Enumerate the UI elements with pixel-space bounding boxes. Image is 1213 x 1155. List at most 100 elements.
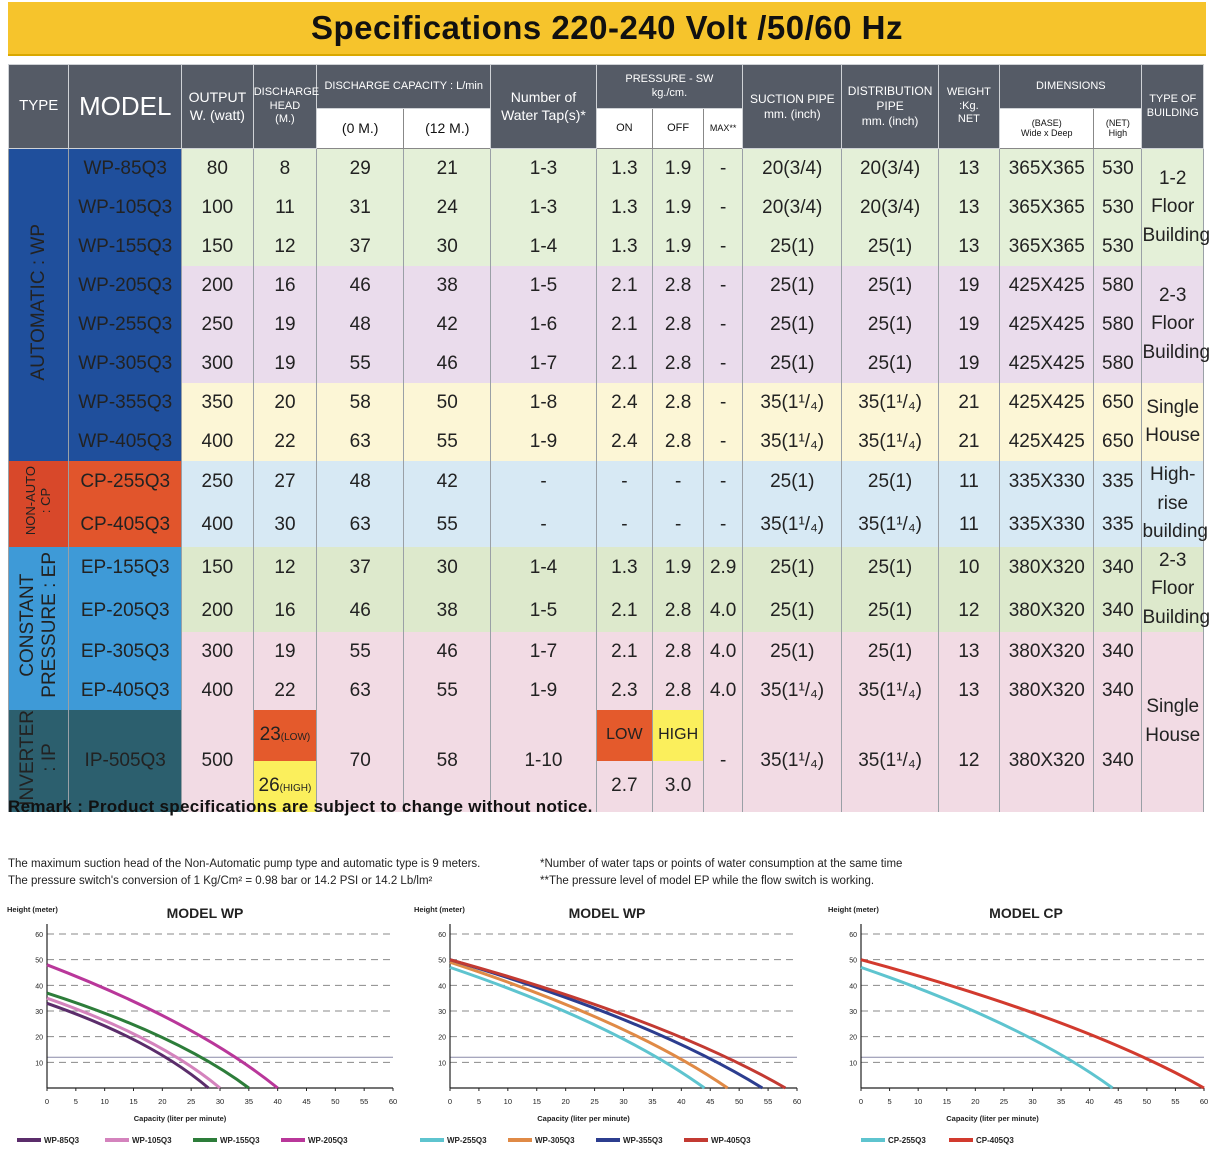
on-cell: 2.1 — [595, 632, 654, 671]
header-type: TYPE — [7, 64, 70, 149]
cap0-cell: 48 — [316, 461, 405, 504]
pump-curve-chart: Height (meter) MODEL WP 10 20 30 40 50 60 0 5 10 15… — [414, 905, 801, 1145]
base-cell: 425X425 — [999, 383, 1095, 422]
cap12-cell: 50 — [403, 383, 492, 422]
suction-cell: 25(1) — [742, 344, 843, 383]
series-line — [449, 965, 706, 1090]
off-cell: 2.8 — [652, 589, 705, 632]
off-cell: 1.9 — [652, 546, 705, 590]
x-tick-label: 40 — [1085, 1097, 1093, 1106]
x-tick-label: 40 — [677, 1097, 685, 1106]
legend-label: WP-355Q3 — [623, 1136, 663, 1145]
model-cell: EP-205Q3 — [68, 589, 183, 632]
x-tick-label: 30 — [216, 1097, 224, 1106]
type-inverter-ip: INVERTER : IP — [7, 710, 70, 812]
max-cell: 4.0 — [703, 632, 744, 671]
x-tick-label: 50 — [735, 1097, 743, 1106]
y-axis-label: Height (meter) — [7, 905, 58, 914]
header-cap12: (12 M.) — [403, 108, 492, 149]
base-cell: 425X425 — [999, 305, 1095, 344]
suction-cell: 25(1) — [742, 632, 843, 671]
weight-cell: 19 — [937, 305, 1001, 344]
y-tick-label: 60 — [849, 932, 857, 939]
cap12-cell: 38 — [403, 589, 492, 632]
off-cell: 2.8 — [652, 344, 705, 383]
header-model: MODEL — [68, 64, 183, 149]
x-tick-label: 35 — [245, 1097, 253, 1106]
x-tick-label: 35 — [648, 1097, 656, 1106]
off-cell: - — [652, 503, 705, 547]
on-cell: 2.1 — [595, 344, 654, 383]
chart-title: MODEL CP — [989, 905, 1063, 921]
cap0-cell: 58 — [316, 383, 405, 422]
header-cap0: (0 M.) — [316, 108, 405, 149]
spec-banner: Specifications 220-240 Volt /50/60 Hz — [8, 2, 1206, 56]
legend-swatch — [861, 1138, 885, 1142]
on-cell: - — [595, 461, 654, 504]
max-cell: - — [703, 344, 744, 383]
dist-cell: 25(1) — [841, 266, 939, 305]
note-suction: The maximum suction head of the Non-Auto… — [8, 858, 481, 870]
y-tick-label: 10 — [849, 1060, 857, 1067]
header-dimensions: DIMENSIONS — [999, 64, 1143, 109]
taps-cell: 1-3 — [490, 188, 597, 227]
header-distribution: DISTRIBUTION PIPE mm. (inch) — [841, 64, 939, 149]
table-row: INVERTER : IP IP-505Q3 500 23(LOW) 70 58… — [7, 710, 1204, 812]
x-tick-label: 30 — [619, 1097, 627, 1106]
base-cell: 425X425 — [999, 422, 1095, 461]
head-cell: 20 — [252, 383, 318, 422]
off-cell: 2.8 — [652, 422, 705, 461]
y-tick-label: 40 — [849, 983, 857, 990]
table-row: EP-305Q3 300 19 55 46 1-7 2.1 2.8 4.0 25… — [8, 632, 1204, 812]
y-tick-label: 40 — [438, 983, 446, 990]
high-cell: 530 — [1093, 148, 1143, 188]
dist-cell: 25(1) — [841, 227, 939, 266]
table-row: NON-AUTO : CP CP-255Q3 250 27 48 42 - - … — [7, 461, 1208, 547]
high-cell: 650 — [1093, 383, 1143, 422]
header-on: ON — [595, 108, 654, 149]
legend-swatch — [684, 1138, 708, 1142]
series-line — [46, 996, 221, 1090]
weight-cell: 19 — [937, 266, 1001, 305]
cap12-cell: 58 — [403, 710, 492, 812]
table-row: WP-155Q3 150 12 37 30 1-4 1.3 1.9 - 25(1… — [8, 227, 1204, 266]
weight-cell: 13 — [937, 188, 1001, 227]
dist-cell: 25(1) — [841, 344, 939, 383]
taps-cell: 1-4 — [490, 546, 597, 590]
on-cell: 1.3 — [595, 188, 654, 227]
model-cell: WP-405Q3 — [68, 422, 183, 461]
x-tick-label: 25 — [590, 1097, 598, 1106]
x-tick-label: 45 — [706, 1097, 714, 1106]
head-cell: 19 — [252, 632, 318, 671]
output-cell: 200 — [181, 589, 254, 632]
y-tick-label: 40 — [35, 983, 43, 990]
cap0-cell: 37 — [316, 227, 405, 266]
header-max: MAX** — [703, 108, 744, 149]
high-cell: 530 — [1093, 188, 1143, 227]
header-output: OUTPUT W. (watt) — [181, 64, 254, 149]
output-cell: 150 — [181, 546, 254, 590]
series-line — [46, 991, 250, 1090]
x-tick-label: 40 — [273, 1097, 281, 1106]
cap0-cell: 55 — [316, 632, 405, 671]
head-cell: 19 — [252, 344, 318, 383]
x-tick-label: 20 — [561, 1097, 569, 1106]
dist-cell: 20(3/4) — [841, 148, 939, 188]
x-tick-label: 25 — [187, 1097, 195, 1106]
on-cell: 2.3 — [595, 671, 654, 710]
model-cell: EP-405Q3 — [68, 671, 183, 710]
cap0-cell: 37 — [316, 546, 405, 590]
high-cell: 650 — [1093, 422, 1143, 461]
taps-cell: 1-7 — [490, 632, 597, 671]
legend-swatch — [281, 1138, 305, 1142]
header-capacity: DISCHARGE CAPACITY : L/min — [316, 64, 492, 109]
series-line — [449, 960, 729, 1090]
y-tick-label: 20 — [438, 1035, 446, 1042]
max-cell: 2.9 — [703, 546, 744, 590]
high-label: HIGH — [652, 710, 705, 761]
x-tick-label: 55 — [360, 1097, 368, 1106]
legend-label: CP-255Q3 — [888, 1136, 926, 1145]
taps-cell: 1-8 — [490, 383, 597, 422]
x-tick-label: 15 — [129, 1097, 137, 1106]
cap0-cell: 46 — [316, 266, 405, 305]
